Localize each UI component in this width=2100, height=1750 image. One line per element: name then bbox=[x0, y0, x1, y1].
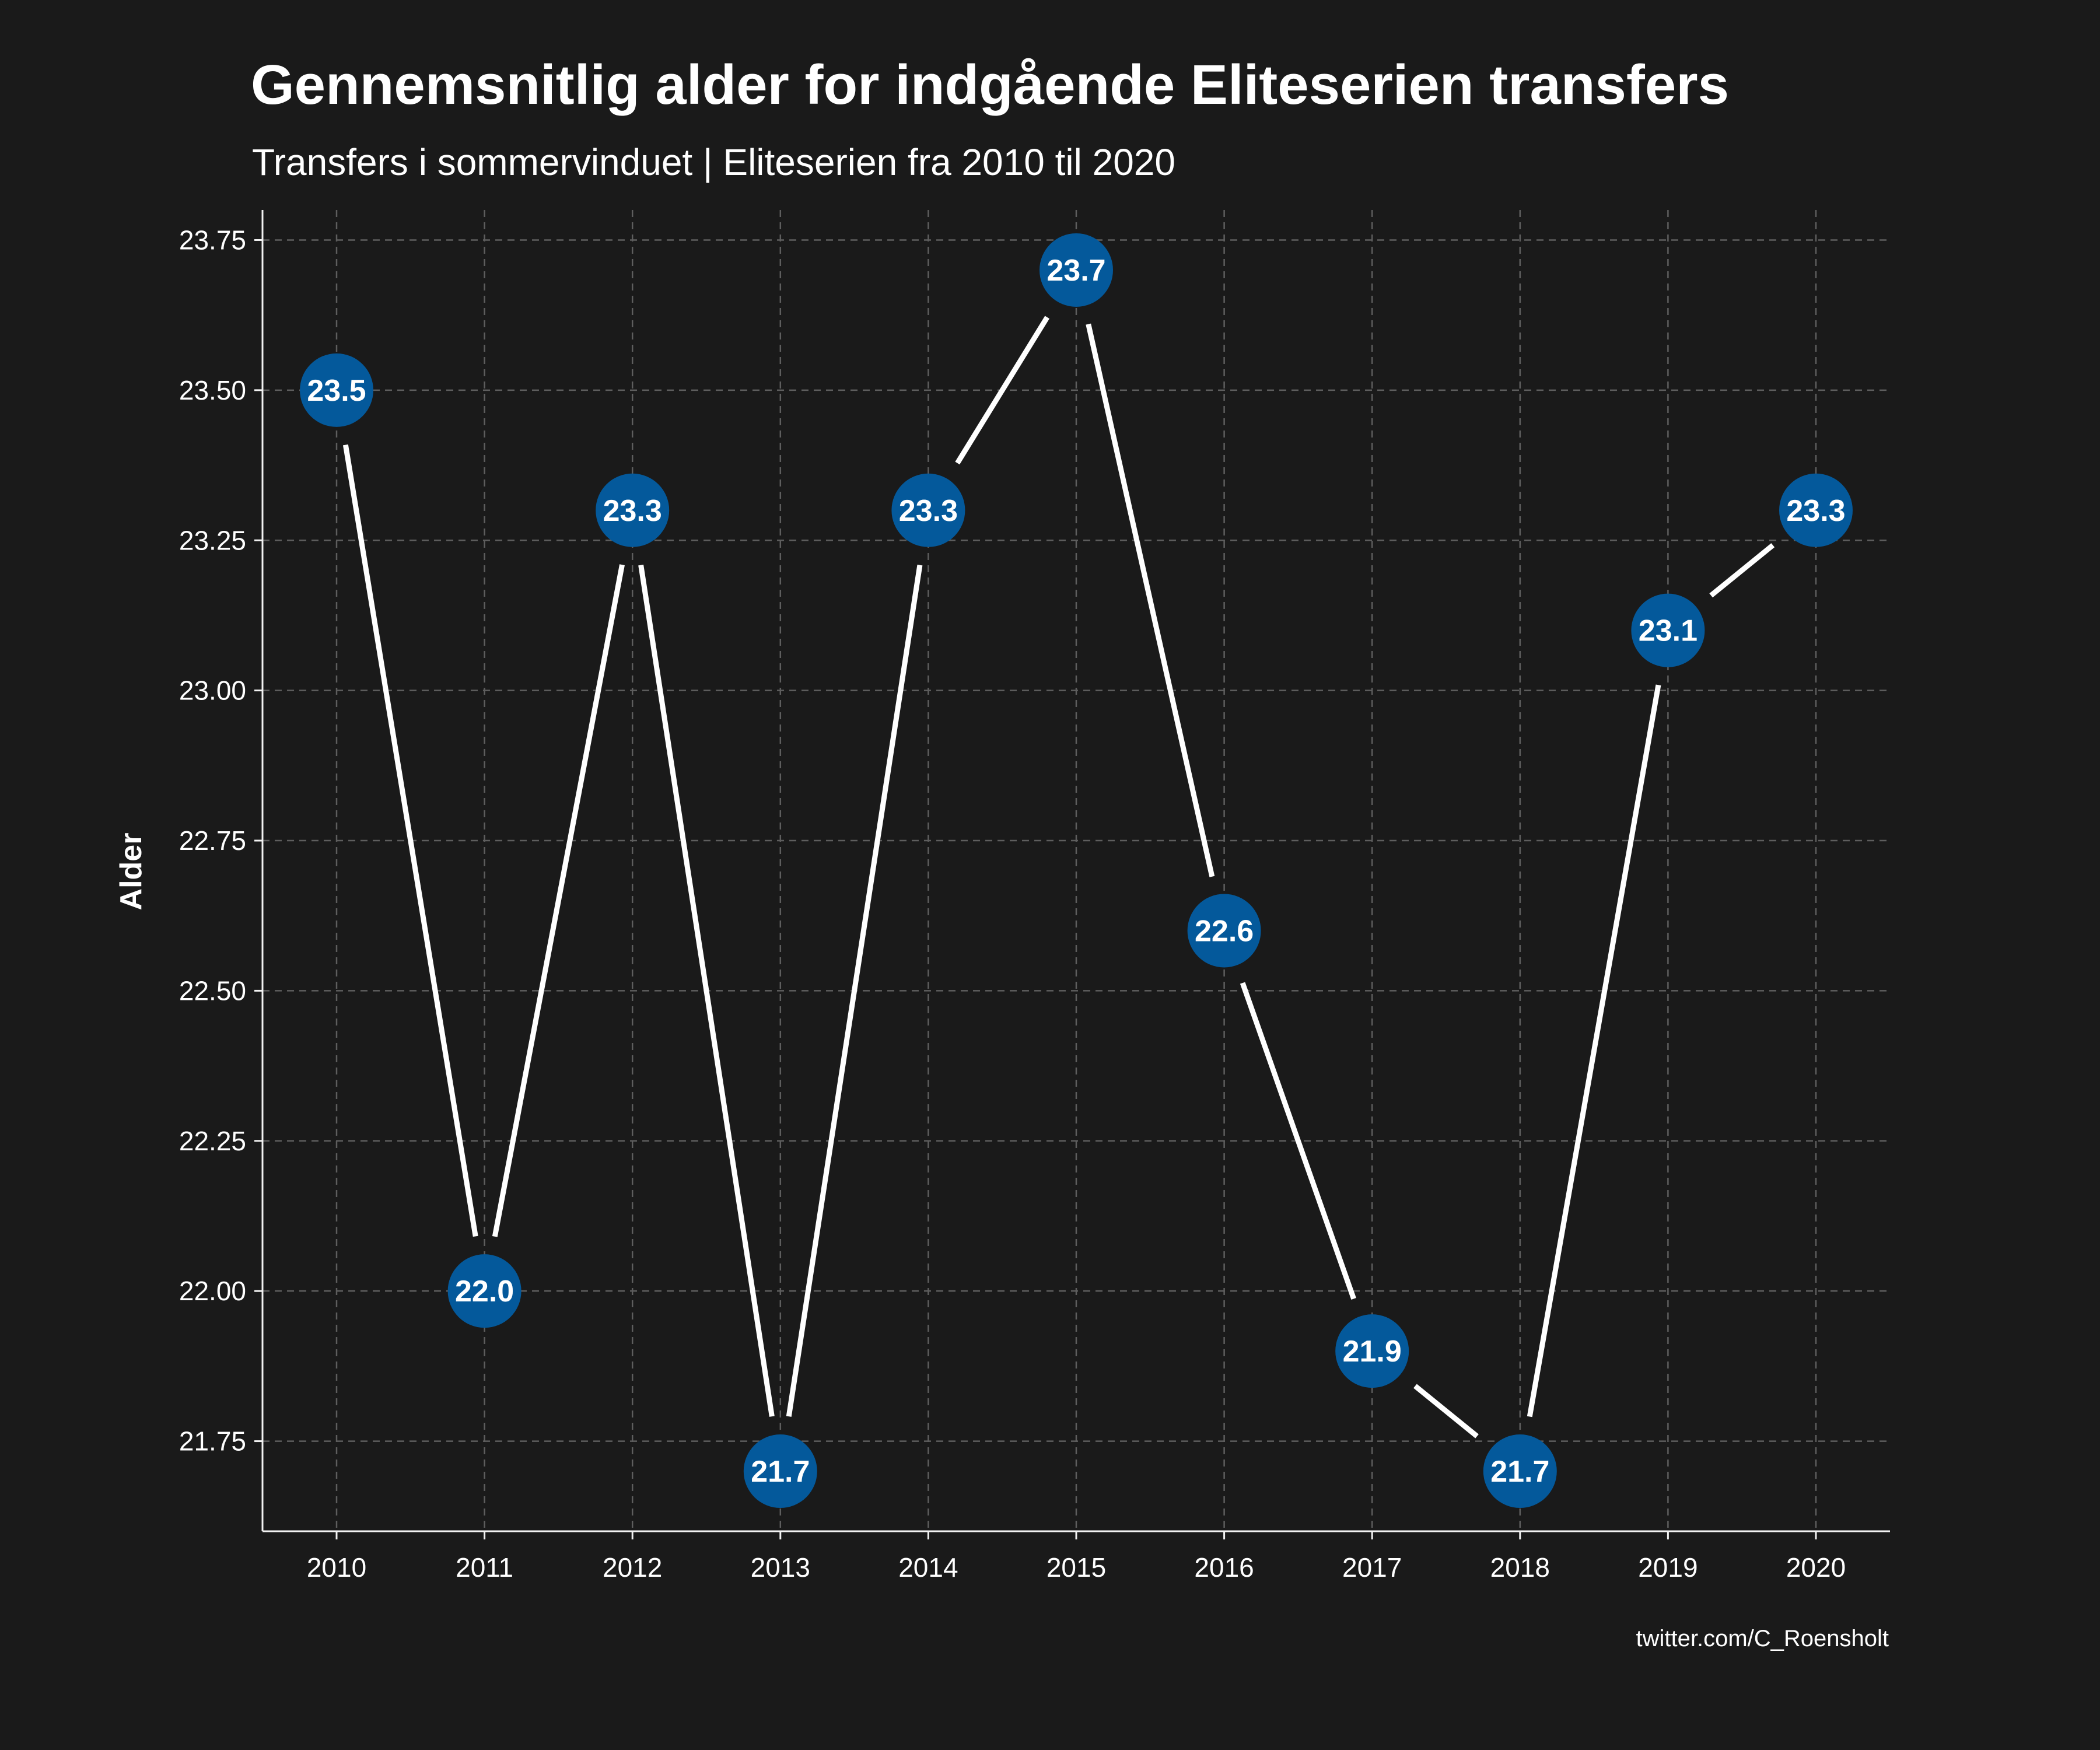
x-tick-label: 2011 bbox=[456, 1552, 513, 1583]
y-tick-label: 22.50 bbox=[179, 975, 246, 1006]
series-line bbox=[342, 316, 1775, 1438]
y-tick-label: 22.00 bbox=[179, 1276, 246, 1306]
line-segment bbox=[1413, 1384, 1479, 1438]
data-label: 21.7 bbox=[1490, 1455, 1549, 1489]
series-points: 23.5 22.0 23.3 21.7 23.3 23.7 22.6 21.9 21.7 23.1… bbox=[300, 233, 1853, 1508]
y-axis-ticks: 21.75 22.00 22.25 22.50 22.75 23.00 23.25 23.50… bbox=[179, 225, 262, 1457]
line-segment bbox=[342, 444, 478, 1237]
data-point bbox=[891, 473, 965, 547]
line-segment bbox=[1086, 323, 1215, 877]
data-label: 23.3 bbox=[603, 494, 662, 528]
data-point bbox=[743, 1434, 817, 1508]
data-point bbox=[1335, 1314, 1409, 1388]
gridlines bbox=[262, 210, 1890, 1531]
data-label: 22.6 bbox=[1195, 914, 1254, 948]
data-label: 21.7 bbox=[751, 1455, 810, 1489]
x-tick-label: 2015 bbox=[1046, 1552, 1106, 1583]
data-point bbox=[1779, 473, 1853, 547]
y-tick-label: 21.75 bbox=[179, 1426, 246, 1457]
y-axis-title: Alder bbox=[114, 833, 148, 911]
x-tick-label: 2019 bbox=[1638, 1552, 1698, 1583]
x-tick-label: 2010 bbox=[307, 1552, 366, 1583]
line-segment bbox=[955, 316, 1050, 465]
data-label: 23.3 bbox=[899, 494, 958, 528]
x-tick-label: 2016 bbox=[1194, 1552, 1254, 1583]
data-point bbox=[447, 1254, 522, 1328]
line-segment bbox=[786, 564, 923, 1417]
line-segment bbox=[1527, 684, 1661, 1418]
y-tick-label: 23.00 bbox=[179, 676, 246, 706]
x-tick-label: 2018 bbox=[1490, 1552, 1550, 1583]
data-label: 22.0 bbox=[455, 1275, 514, 1308]
x-tick-label: 2020 bbox=[1786, 1552, 1846, 1583]
data-point bbox=[1040, 233, 1113, 307]
chart-caption: twitter.com/C_Roensholt bbox=[1636, 1626, 1889, 1651]
y-tick-label: 23.75 bbox=[179, 225, 246, 255]
data-point bbox=[1631, 593, 1705, 667]
y-tick-label: 23.25 bbox=[179, 525, 246, 555]
y-tick-label: 23.50 bbox=[179, 375, 246, 405]
line-segment bbox=[1240, 982, 1356, 1300]
line-segment bbox=[492, 564, 625, 1237]
line-segment bbox=[638, 564, 775, 1417]
y-tick-label: 22.25 bbox=[179, 1126, 246, 1156]
data-label: 23.7 bbox=[1046, 254, 1105, 288]
data-point bbox=[596, 473, 670, 547]
y-tick-label: 22.75 bbox=[179, 825, 246, 856]
x-tick-label: 2012 bbox=[603, 1552, 662, 1583]
chart-subtitle: Transfers i sommervinduet | Eliteserien … bbox=[252, 141, 1175, 183]
line-segment bbox=[1709, 543, 1775, 598]
data-label: 23.1 bbox=[1639, 614, 1698, 648]
data-label: 21.9 bbox=[1343, 1335, 1402, 1368]
chart-title: Gennemsnitlig alder for indgående Elites… bbox=[251, 54, 1729, 116]
data-label: 23.3 bbox=[1786, 494, 1845, 528]
x-tick-label: 2017 bbox=[1342, 1552, 1402, 1583]
data-point bbox=[300, 353, 373, 427]
data-label: 23.5 bbox=[307, 374, 366, 408]
x-tick-label: 2013 bbox=[751, 1552, 810, 1583]
x-tick-label: 2014 bbox=[898, 1552, 958, 1583]
data-point bbox=[1483, 1434, 1557, 1508]
x-axis-ticks: 2010 2011 2012 2013 2014 2015 2016 2017 2018 2019… bbox=[307, 1531, 1846, 1583]
data-point bbox=[1187, 894, 1261, 968]
